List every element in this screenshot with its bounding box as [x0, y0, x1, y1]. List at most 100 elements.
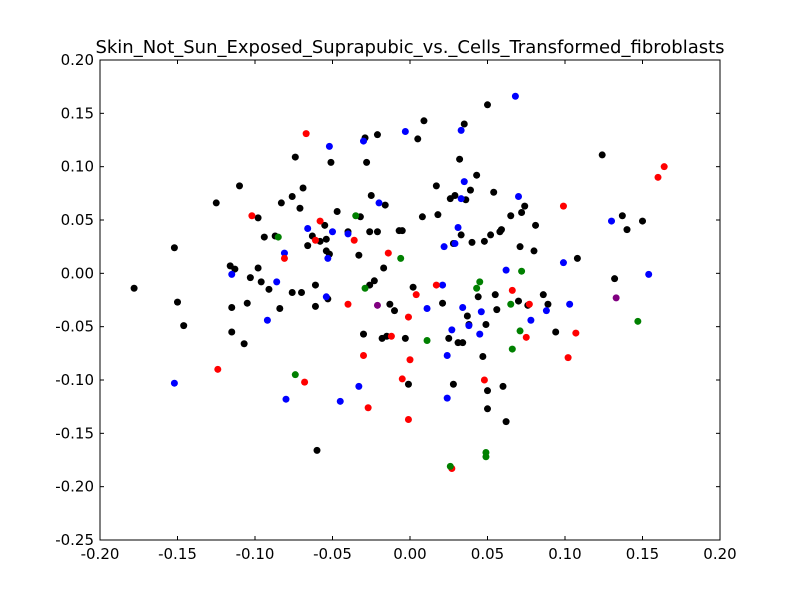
- data-point: [482, 453, 490, 461]
- y-tick-label: 0.05: [61, 211, 94, 229]
- data-point: [304, 225, 312, 233]
- data-point: [440, 243, 448, 251]
- data-point: [360, 351, 367, 359]
- data-point: [460, 120, 468, 128]
- data-point: [214, 365, 222, 373]
- data-point: [360, 330, 367, 338]
- data-point: [420, 117, 428, 125]
- data-point: [634, 317, 642, 325]
- data-point: [398, 227, 406, 235]
- data-point: [473, 284, 481, 292]
- data-point: [477, 308, 485, 316]
- data-point: [525, 300, 533, 308]
- series-1: [170, 92, 653, 405]
- data-point: [457, 126, 465, 134]
- data-point: [311, 236, 319, 244]
- data-point: [282, 395, 290, 403]
- data-point: [432, 281, 440, 289]
- data-point: [511, 92, 519, 100]
- data-point: [493, 306, 501, 314]
- data-point: [130, 284, 138, 292]
- data-point: [170, 244, 178, 252]
- data-point: [304, 242, 312, 250]
- data-point: [497, 226, 505, 234]
- data-point: [618, 212, 626, 220]
- data-point: [466, 186, 474, 194]
- series-2: [214, 130, 668, 473]
- data-point: [439, 299, 447, 307]
- data-point: [480, 237, 488, 245]
- data-point: [363, 158, 371, 166]
- data-point: [476, 330, 484, 338]
- data-point: [418, 213, 426, 221]
- data-point: [532, 221, 540, 229]
- data-point: [544, 300, 552, 308]
- data-point: [516, 327, 524, 335]
- data-point: [324, 254, 332, 262]
- data-point: [448, 326, 456, 334]
- data-point: [451, 239, 459, 247]
- chart-title: Skin_Not_Sun_Exposed_Suprapubic_vs._Cell…: [95, 37, 724, 58]
- data-point: [508, 345, 516, 353]
- data-point: [451, 191, 459, 199]
- data-point: [375, 199, 383, 207]
- data-point: [423, 337, 431, 345]
- y-tick-label: -0.20: [55, 478, 94, 496]
- data-point: [316, 217, 324, 225]
- data-point: [502, 266, 510, 274]
- data-point: [180, 322, 188, 330]
- data-point: [611, 275, 619, 283]
- x-tick-label: -0.05: [313, 545, 352, 563]
- data-point: [539, 291, 547, 299]
- data-point: [527, 316, 535, 324]
- data-point: [454, 223, 462, 231]
- data-point: [274, 233, 282, 241]
- data-point: [273, 278, 281, 286]
- data-point: [612, 294, 620, 302]
- data-point: [542, 307, 550, 315]
- plot-frame: [99, 59, 721, 541]
- data-point: [228, 270, 236, 278]
- data-point: [566, 300, 574, 308]
- data-point: [457, 231, 465, 239]
- data-point: [474, 293, 482, 301]
- data-point: [355, 251, 363, 259]
- data-point: [552, 328, 560, 336]
- data-point: [387, 332, 395, 340]
- data-point: [381, 201, 389, 209]
- data-point: [291, 153, 299, 161]
- data-point: [406, 356, 414, 364]
- data-point: [384, 249, 392, 257]
- data-point: [254, 264, 262, 272]
- data-point: [459, 339, 467, 347]
- data-point: [344, 300, 352, 308]
- data-point: [456, 155, 464, 163]
- x-tick-label: -0.15: [158, 545, 197, 563]
- data-point: [516, 243, 524, 251]
- data-point: [370, 277, 378, 285]
- data-point: [280, 249, 288, 257]
- y-tick-label: 0.15: [61, 104, 94, 122]
- data-point: [572, 329, 580, 337]
- data-point: [412, 291, 420, 299]
- x-tick-label: -0.10: [236, 545, 275, 563]
- data-point: [499, 382, 507, 390]
- data-point: [364, 404, 372, 412]
- data-point: [322, 235, 330, 243]
- data-point: [465, 322, 473, 330]
- data-point: [432, 182, 440, 190]
- data-point: [502, 418, 510, 426]
- data-point: [277, 199, 285, 207]
- x-axis: -0.20 -0.15 -0.10 -0.05 0.00 0.05 0.10 0.15 0.20: [81, 60, 737, 563]
- data-point: [280, 254, 288, 262]
- data-point: [298, 289, 305, 297]
- data-point: [645, 270, 653, 278]
- data-points: [130, 92, 668, 473]
- data-point: [608, 217, 615, 225]
- data-point: [313, 446, 321, 454]
- data-point: [257, 278, 265, 286]
- x-tick-label: 0.20: [703, 545, 736, 563]
- data-point: [515, 297, 522, 305]
- data-point: [322, 293, 330, 301]
